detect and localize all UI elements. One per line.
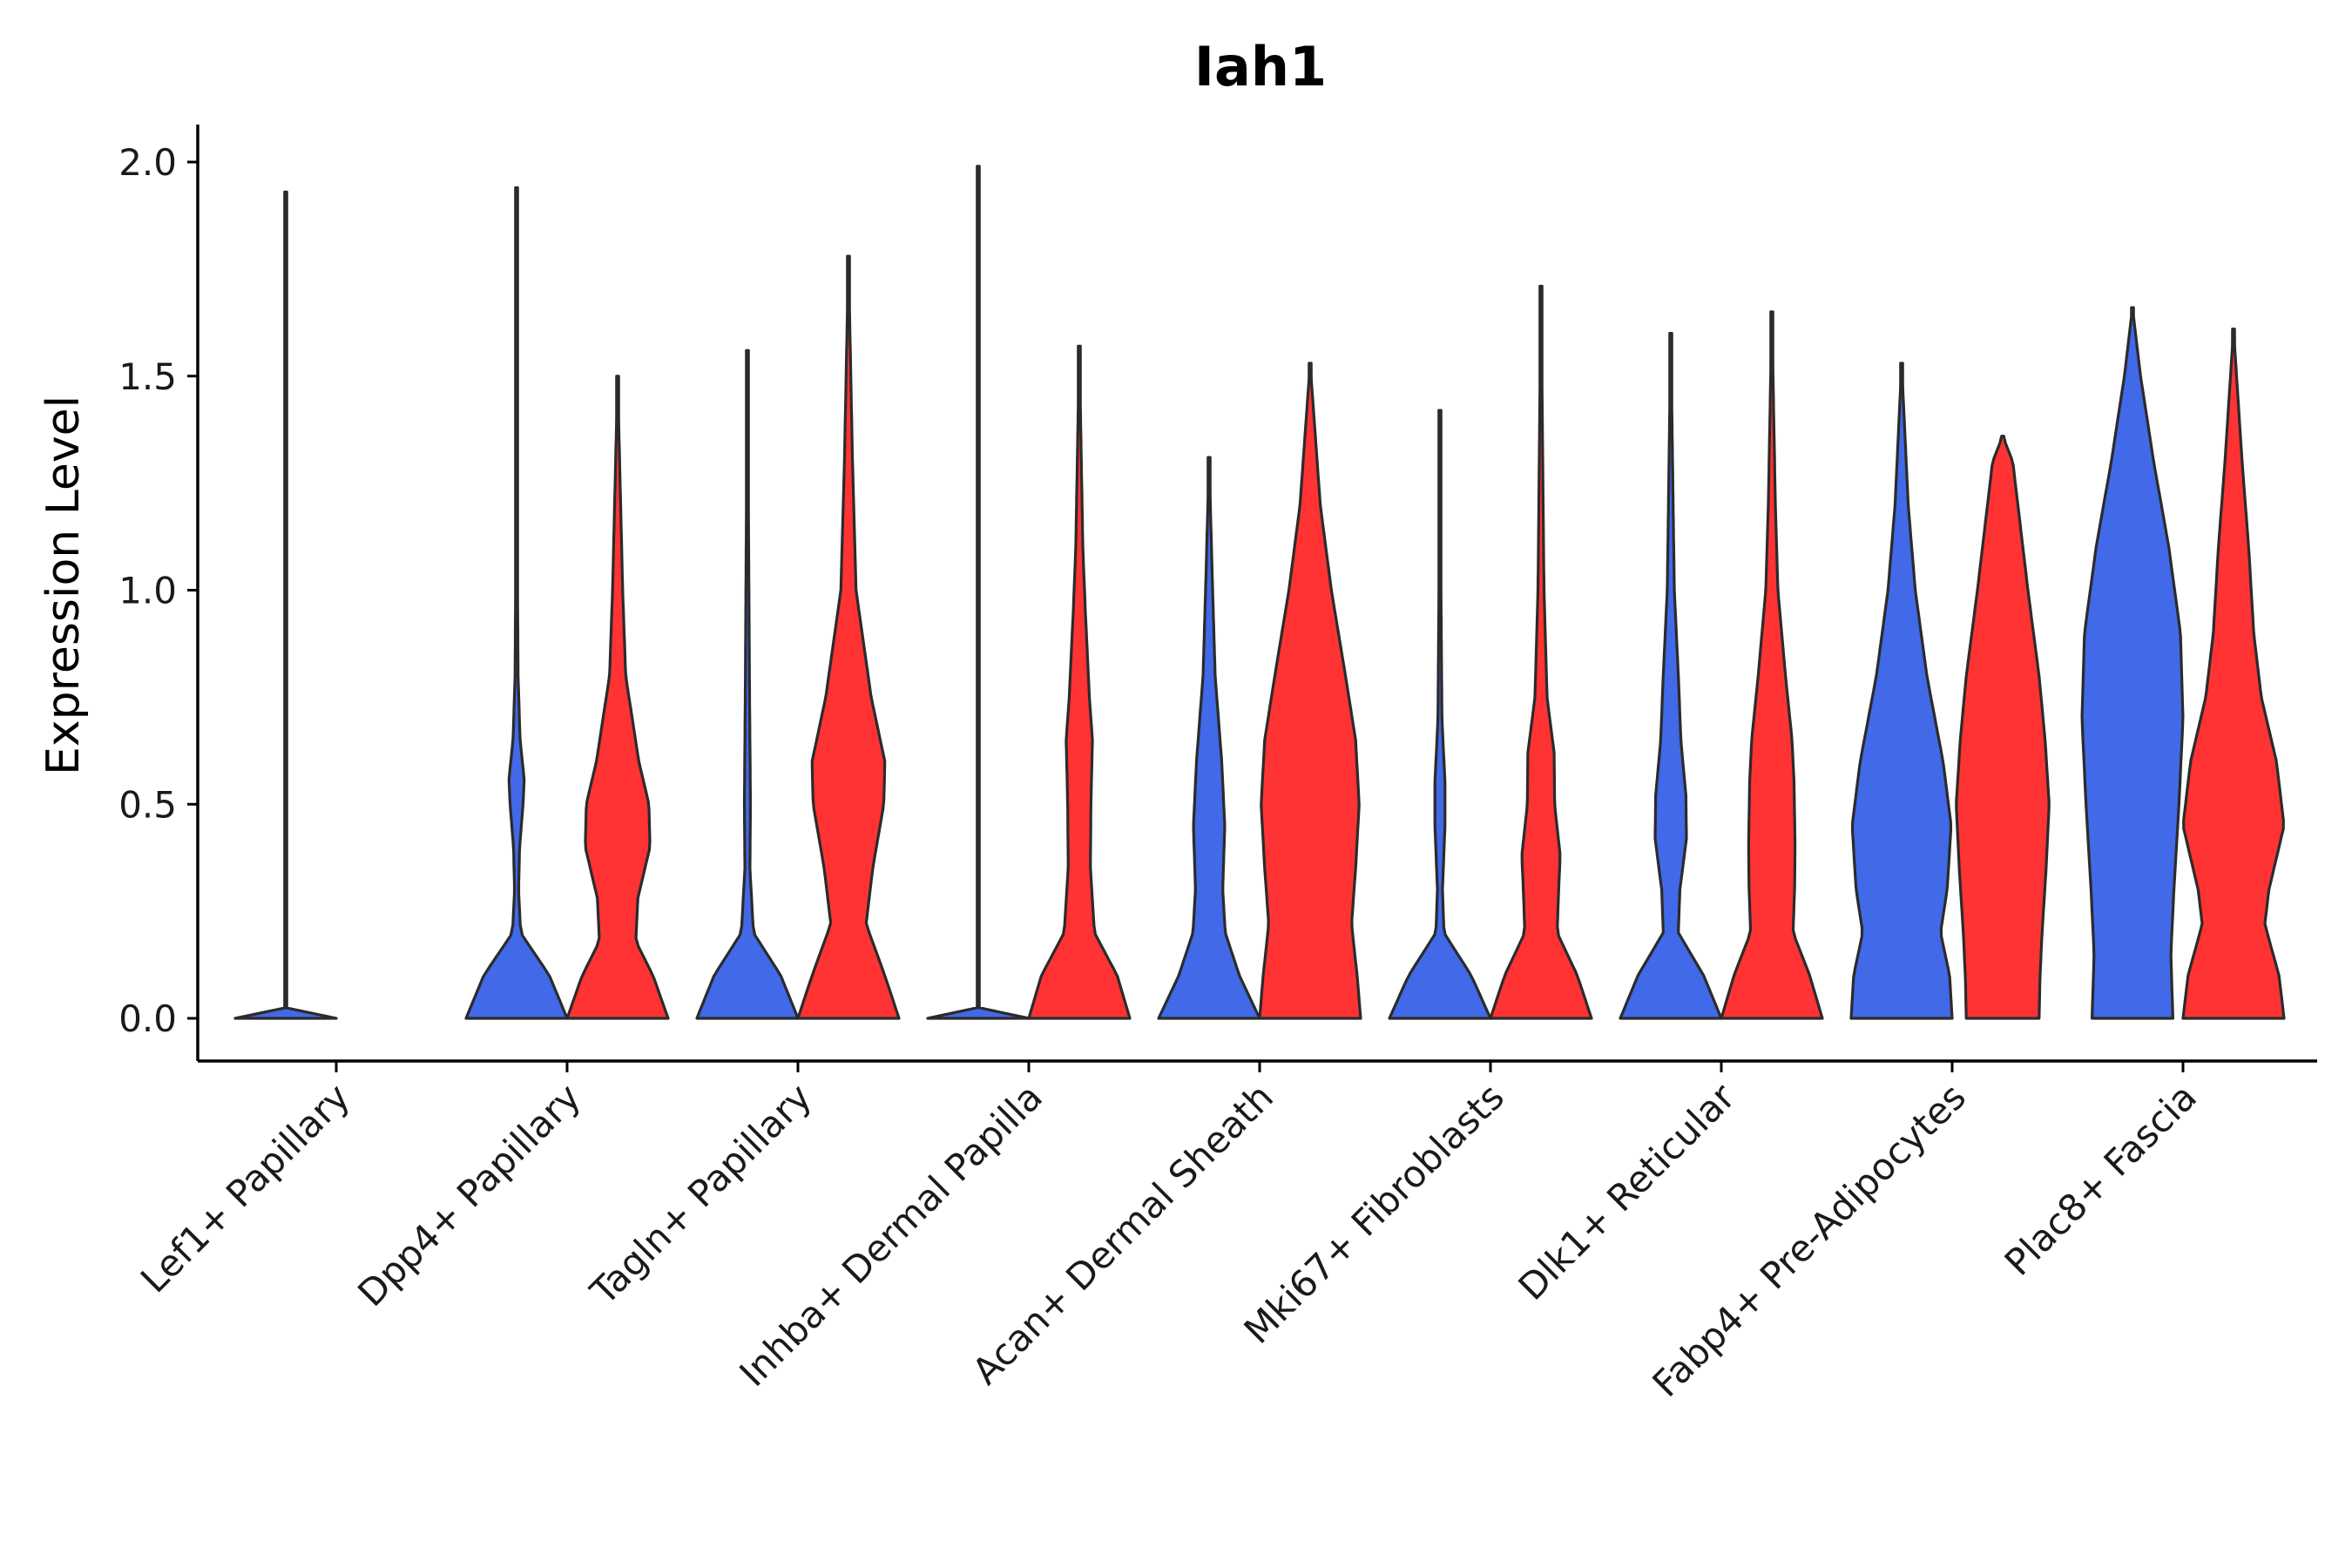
violin-group-1 — [1619, 332, 1723, 1020]
violin-group-2 — [1720, 310, 1824, 1020]
violin-group-1 — [2080, 306, 2185, 1020]
violin-group-2 — [1027, 344, 1132, 1020]
violin-group-1 — [233, 190, 338, 1020]
violin-group-1 — [464, 186, 569, 1020]
y-tick-label: 1.0 — [118, 570, 177, 612]
y-tick-label: 1.5 — [118, 355, 177, 398]
violin-group-1 — [926, 165, 1031, 1020]
y-tick-label: 2.0 — [118, 141, 177, 184]
violin-layer — [233, 165, 2286, 1020]
violin-group-2 — [1489, 284, 1593, 1020]
violin-group-2 — [2181, 328, 2286, 1020]
violin-group-2 — [565, 375, 670, 1020]
y-tick-label: 0.5 — [118, 783, 177, 826]
x-tick-label: Mki67+ Fibroblasts — [1236, 1075, 1512, 1351]
x-tick-label: Dlk1+ Reticular — [1511, 1075, 1744, 1308]
violin-group-2 — [1955, 435, 2051, 1020]
violin-group-2 — [796, 254, 901, 1020]
x-tick-label: Plac8+ Fascia — [1997, 1075, 2205, 1283]
violin-group-1 — [1157, 456, 1261, 1020]
chart-title: Iah1 — [1194, 35, 1327, 98]
x-tick-label: Lef1+ Papillary — [132, 1075, 358, 1301]
x-tick-label: Tagln+ Papillary — [582, 1075, 820, 1313]
violin-group-2 — [1258, 362, 1362, 1020]
y-axis-label: Expression Level — [37, 395, 90, 775]
violin-group-1 — [1849, 362, 1954, 1020]
y-axis-ticks: 0.0 0.5 1.0 1.5 2.0 — [118, 141, 198, 1040]
y-tick-label: 0.0 — [118, 997, 177, 1040]
violin-group-1 — [695, 348, 800, 1020]
x-tick-label: Dpp4+ Papillary — [349, 1075, 589, 1315]
violin-group-1 — [1388, 409, 1492, 1020]
